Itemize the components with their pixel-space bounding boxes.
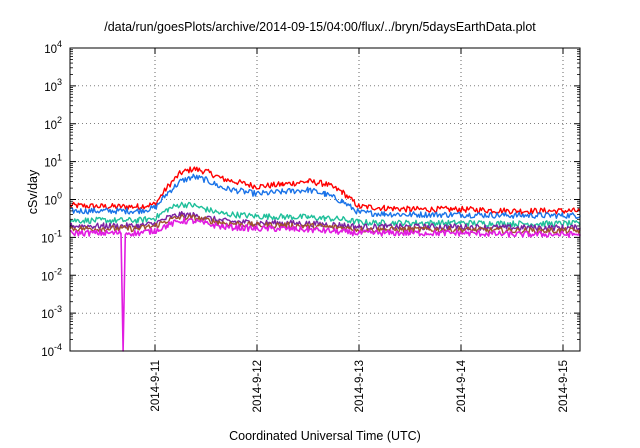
x-tick-label: 2014-9-13 [354, 360, 366, 412]
chart-title: /data/run/goesPlots/archive/2014-09-15/0… [104, 20, 536, 34]
series-line-5 [69, 214, 581, 235]
series-layer [69, 166, 581, 352]
series-line-2 [69, 173, 581, 219]
x-tick-label: 2014-9-12 [252, 360, 264, 412]
grid-lines [70, 47, 580, 352]
series-line-6 [69, 217, 581, 352]
y-tick-label: 101 [44, 153, 62, 170]
y-ticks: 104 103 102 101 100 10-1 10-2 10-3 10-4 [41, 39, 580, 359]
y-tick-label: 100 [44, 191, 62, 208]
y-tick-label: 102 [44, 115, 62, 132]
y-tick-label: 10-3 [41, 304, 62, 321]
y-tick-label: 10-2 [41, 266, 62, 283]
x-ticks: 2014-9-11 2014-9-12 2014-9-13 2014-9-14 2014… [150, 48, 570, 412]
x-tick-label: 2014-9-15 [558, 360, 570, 412]
y-tick-label: 10-1 [41, 228, 62, 245]
y-tick-label: 103 [44, 77, 62, 94]
x-axis-label: Coordinated Universal Time (UTC) [229, 429, 421, 443]
x-tick-label: 2014-9-11 [150, 360, 162, 412]
series-line-1 [69, 166, 581, 215]
y-tick-label: 10-4 [41, 342, 62, 359]
x-tick-label: 2014-9-14 [456, 359, 468, 412]
y-tick-label: 104 [44, 39, 62, 56]
